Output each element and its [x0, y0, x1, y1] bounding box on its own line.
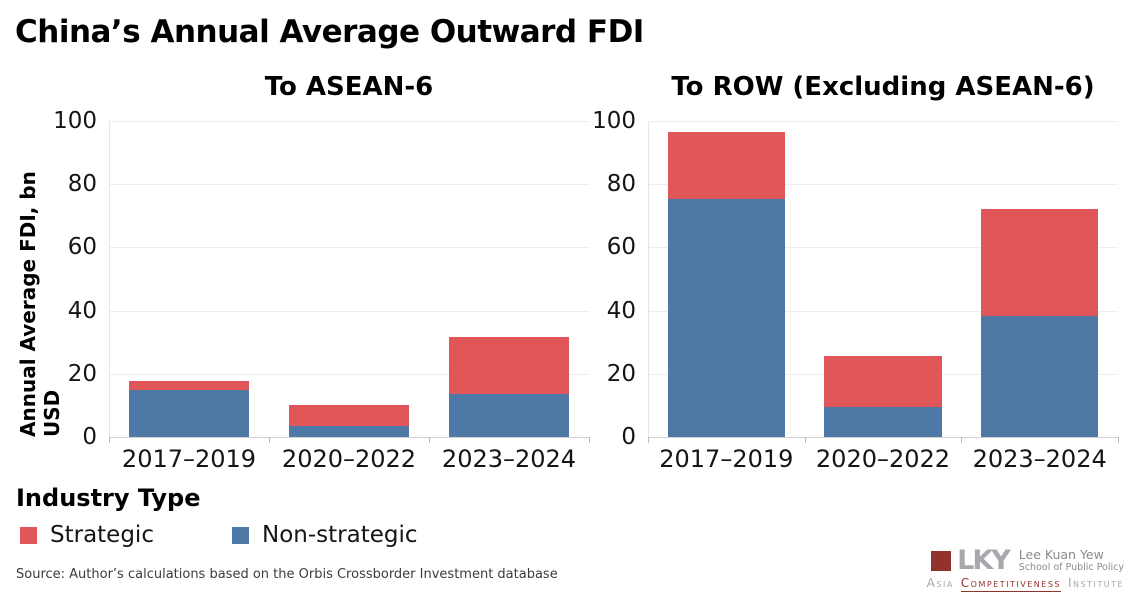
- bar-segment-non-strategic: [667, 198, 786, 437]
- legend-title: Industry Type: [16, 484, 201, 512]
- lky-monogram: LKY: [957, 544, 1011, 576]
- logo-competitiveness-text: Competitiveness: [960, 576, 1061, 592]
- legend-label: Non-strategic: [261, 522, 418, 548]
- legend: Strategic Non-strategic: [20, 522, 418, 548]
- y-tick-label: 40: [67, 297, 97, 324]
- y-tick-label: 60: [67, 234, 97, 261]
- bar-segment-non-strategic: [129, 389, 249, 437]
- x-category-label: 2017–2019: [121, 445, 257, 473]
- x-axis-tick: [429, 437, 430, 443]
- gridline: [109, 310, 589, 312]
- gridline: [109, 373, 589, 375]
- gridline: [109, 184, 589, 186]
- x-category-label: 2020–2022: [281, 445, 417, 473]
- lkyspp-aci-logo: LKY Lee Kuan Yew School of Public Policy…: [927, 544, 1124, 592]
- y-tick-label: 80: [67, 171, 97, 198]
- gridline: [648, 310, 1118, 312]
- gridline: [648, 121, 1118, 122]
- x-category-label: 2020–2022: [815, 445, 951, 473]
- bar-segment-non-strategic: [824, 406, 942, 437]
- y-tick-label: 60: [606, 234, 636, 261]
- panel-title-row: To ROW (Excluding ASEAN-6): [671, 72, 1095, 102]
- bar-segment-non-strategic: [980, 315, 1099, 437]
- x-category-label: 2023–2024: [972, 445, 1107, 473]
- logo-school-line1: Lee Kuan Yew: [1018, 547, 1104, 562]
- source-caption: Source: Author’s calculations based on t…: [16, 567, 558, 582]
- y-tick-label: 20: [606, 360, 636, 387]
- x-category-label: 2023–2024: [441, 445, 577, 473]
- bar-segment-strategic: [289, 405, 409, 427]
- x-category-label: 2017–2019: [659, 445, 794, 473]
- legend-label: Strategic: [50, 522, 154, 548]
- y-tick-label: 40: [606, 297, 636, 324]
- panel-title-asean6: To ASEAN-6: [264, 72, 434, 102]
- y-tick-label: 100: [592, 108, 636, 134]
- bar-segment-non-strategic: [289, 426, 409, 437]
- x-axis-line: [648, 437, 1118, 438]
- y-tick-label: 0: [82, 424, 97, 450]
- x-axis-tick: [109, 437, 110, 443]
- bar-segment-non-strategic: [449, 393, 569, 437]
- page-title: China’s Annual Average Outward FDI: [15, 14, 644, 50]
- plot-left-border: [648, 121, 649, 437]
- legend-swatch-icon: [20, 527, 37, 544]
- x-axis-tick: [804, 437, 806, 443]
- bar-segment-strategic: [667, 132, 786, 199]
- gridline: [109, 121, 589, 122]
- gridline: [109, 247, 589, 249]
- legend-item-non-strategic: Non-strategic: [231, 522, 418, 548]
- gridline: [648, 247, 1118, 249]
- legend-swatch-icon: [231, 527, 249, 544]
- bar-segment-strategic: [449, 337, 569, 394]
- lkyspp-logo-row: LKY Lee Kuan Yew School of Public Policy: [931, 544, 1124, 576]
- x-axis-tick: [1118, 437, 1119, 443]
- plot-left-border: [109, 121, 110, 437]
- logo-asia-text: Asia: [926, 576, 954, 590]
- bar-segment-strategic: [980, 208, 1099, 316]
- y-tick-label: 0: [621, 424, 636, 450]
- y-tick-label: 20: [67, 360, 97, 387]
- gridline: [648, 184, 1118, 186]
- logo-square-icon: [931, 550, 952, 571]
- x-axis-tick: [648, 437, 649, 443]
- aci-logo-row: Asia Competitiveness Institute: [927, 576, 1124, 592]
- logo-institute-text: Institute: [1067, 576, 1124, 590]
- y-tick-label: 80: [606, 171, 636, 198]
- logo-school-text: Lee Kuan Yew School of Public Policy: [1018, 547, 1124, 574]
- x-axis-tick: [269, 437, 270, 443]
- bar-segment-strategic: [824, 356, 942, 407]
- bar-segment-strategic: [129, 381, 249, 390]
- logo-school-line2: School of Public Policy: [1018, 562, 1124, 573]
- legend-item-strategic: Strategic: [20, 522, 154, 548]
- x-axis-tick: [589, 437, 590, 443]
- x-axis-tick: [961, 437, 963, 443]
- x-axis-line: [109, 437, 589, 438]
- y-tick-label: 100: [53, 108, 97, 134]
